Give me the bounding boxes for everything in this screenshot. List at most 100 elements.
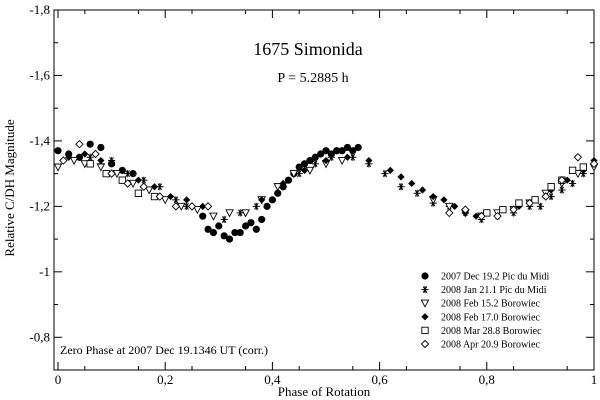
data-point-series-4	[322, 156, 330, 165]
legend-marker-3	[420, 299, 430, 308]
data-point-series-5	[483, 209, 491, 217]
y-tick-label: -1,2	[29, 198, 50, 213]
data-point-series-6	[525, 198, 534, 208]
data-point-series-6	[203, 202, 213, 211]
data-point-series-3	[444, 202, 454, 211]
data-point-series-5	[118, 176, 126, 184]
axis-tick-labels: 0 0,2 0,4 0,6 0,8 1 -1,8 -1,6 -1,4 -1,2 -1 -0,8	[29, 2, 597, 387]
y-tick-label: -1,8	[29, 2, 50, 17]
x-axis-label: Phase of Rotation	[278, 384, 371, 399]
data-point-series-4	[118, 166, 126, 174]
data-point-series-3	[96, 163, 106, 172]
data-point-series-1	[97, 143, 105, 152]
data-point-series-5	[86, 160, 94, 168]
data-point-series-1	[75, 153, 84, 161]
y-tick-label: -1,6	[29, 67, 50, 82]
data-point-series-4	[134, 176, 142, 184]
data-point-series-1	[338, 147, 346, 155]
data-point-series-4	[397, 173, 405, 181]
data-point-series-6	[445, 208, 454, 218]
data-point-series-6	[187, 202, 197, 211]
legend-label-1: 2007 Dec 19.2 Pic du Midi	[441, 272, 550, 283]
data-point-series-2	[547, 192, 555, 201]
y-tick-label: -1	[39, 264, 50, 279]
data-point-series-2	[220, 215, 228, 224]
data-point-series-2	[108, 156, 116, 165]
data-point-series-1	[274, 189, 282, 197]
plot-frame	[53, 9, 595, 371]
data-point-series-1	[268, 196, 276, 204]
data-points	[53, 139, 599, 243]
data-point-series-2	[536, 202, 544, 210]
data-point-series-2	[311, 160, 319, 168]
zero-phase-annotation: Zero Phase at 2007 Dec 19.1346 UT (corr.…	[60, 343, 268, 357]
data-point-series-2	[413, 189, 421, 197]
data-point-series-3	[69, 156, 79, 166]
data-point-series-1	[284, 176, 293, 184]
data-point-series-3	[337, 156, 347, 166]
data-point-series-2	[252, 202, 260, 210]
x-tick-label: 0,2	[157, 372, 173, 387]
legend-label-2: 2008 Jan 21.1 Pic du Midi	[441, 285, 547, 296]
data-point-series-3	[160, 196, 170, 205]
data-point-series-1	[252, 225, 260, 233]
data-point-series-1	[54, 147, 62, 155]
data-point-series-4	[563, 176, 571, 184]
data-point-series-5	[579, 163, 587, 171]
data-point-series-2	[236, 209, 244, 217]
data-point-series-4	[97, 156, 105, 165]
data-point-series-6	[91, 149, 100, 159]
x-tick-label: 0,6	[371, 372, 388, 387]
axis-ticks	[54, 9, 595, 371]
data-point-series-4	[343, 153, 352, 161]
data-point-series-6	[75, 139, 84, 149]
legend-label-5: 2008 Mar 28.8 Borowiec	[441, 326, 542, 337]
data-point-series-4	[472, 212, 480, 220]
data-point-series-4	[279, 179, 287, 188]
data-point-series-4	[150, 183, 159, 191]
data-point-series-2	[397, 183, 405, 191]
data-point-series-6	[123, 179, 132, 188]
chart-title: 1675 Simonida	[253, 39, 363, 59]
data-point-series-4	[258, 196, 266, 204]
data-point-series-2	[295, 170, 303, 178]
legend-marker-6	[420, 339, 430, 349]
data-point-series-1	[225, 235, 234, 243]
data-point-series-6	[59, 156, 68, 165]
data-point-series-1	[343, 143, 352, 152]
data-point-series-1	[242, 222, 250, 230]
data-point-series-3	[273, 183, 283, 192]
data-point-series-4	[81, 150, 89, 158]
data-point-series-3	[225, 209, 234, 218]
data-point-series-1	[86, 140, 94, 148]
data-point-series-4	[65, 153, 73, 161]
data-point-series-4	[451, 202, 459, 210]
data-point-series-2	[86, 153, 94, 161]
data-point-series-5	[547, 183, 555, 191]
data-point-series-6	[155, 192, 165, 201]
data-point-series-1	[204, 225, 212, 233]
data-point-series-1	[354, 143, 362, 152]
data-point-series-3	[209, 212, 218, 221]
data-point-series-6	[461, 205, 470, 214]
x-tick-label: 0,8	[479, 372, 495, 387]
data-point-series-3	[193, 206, 202, 215]
data-point-series-4	[166, 192, 175, 201]
data-point-series-1	[129, 170, 137, 178]
data-point-series-1	[258, 215, 266, 224]
legend-marker-1	[421, 272, 429, 280]
data-point-series-3	[53, 163, 63, 172]
legend-label-3: 2008 Feb 15.2 Borowiec	[441, 299, 540, 310]
data-point-series-1	[247, 219, 255, 227]
data-point-series-5	[134, 189, 143, 197]
data-point-series-6	[493, 211, 502, 221]
data-point-series-1	[236, 228, 244, 237]
data-point-series-4	[418, 186, 427, 194]
data-point-series-2	[124, 170, 132, 178]
data-point-series-4	[440, 196, 448, 204]
data-point-series-3	[241, 209, 250, 218]
data-point-series-1	[231, 228, 239, 237]
legend-marker-5	[421, 326, 429, 335]
data-point-series-4	[386, 166, 394, 174]
